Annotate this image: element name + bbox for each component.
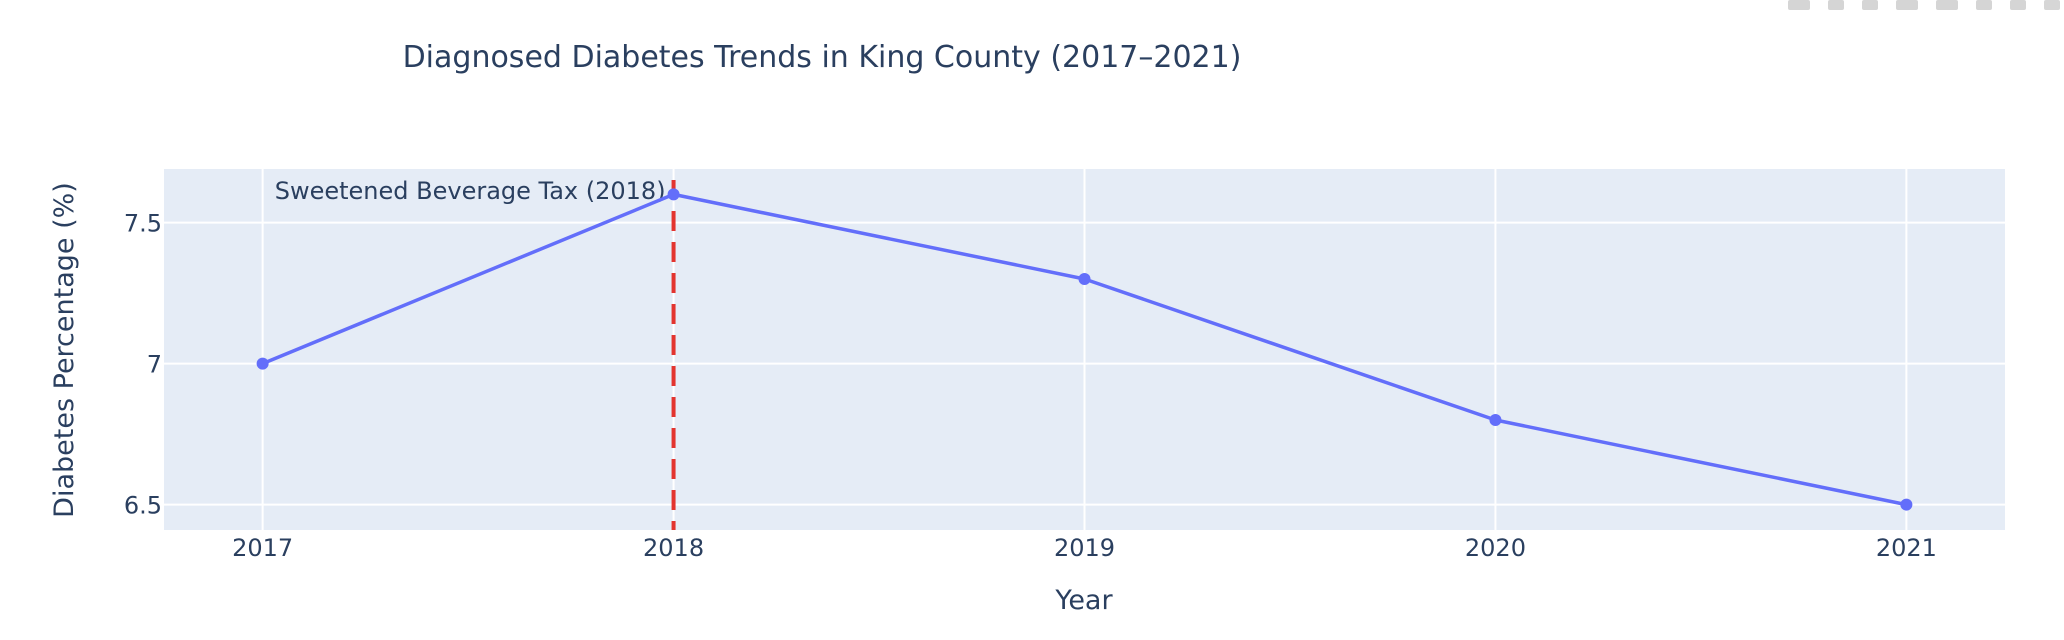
data-point	[1489, 414, 1502, 427]
x-axis-label: Year	[1054, 585, 1113, 616]
gridlines	[164, 169, 2005, 530]
chart-modebar	[1788, 0, 2060, 14]
axis-ticks: 2017 2018 2019 2020 2021 6.5 7 7.5	[124, 210, 1937, 562]
y-tick-label: 7	[147, 351, 162, 379]
data-point	[1078, 272, 1091, 285]
autoscale-icon[interactable]	[2044, 0, 2060, 10]
lasso-icon[interactable]	[1936, 0, 1958, 10]
x-tick-label: 2017	[232, 534, 293, 562]
pan-icon[interactable]	[1862, 0, 1878, 10]
series-layer	[256, 188, 1913, 511]
data-point	[667, 188, 680, 201]
x-tick-label: 2018	[643, 534, 704, 562]
x-tick-label: 2020	[1465, 534, 1526, 562]
y-tick-label: 7.5	[124, 210, 162, 238]
chart-title: Diagnosed Diabetes Trends in King County…	[403, 40, 1242, 75]
zoom-icon[interactable]	[1828, 0, 1844, 10]
x-tick-label: 2019	[1054, 534, 1115, 562]
data-point	[256, 357, 269, 370]
x-tick-label: 2021	[1876, 534, 1937, 562]
camera-icon[interactable]	[1788, 0, 1810, 10]
annotation-label: Sweetened Beverage Tax (2018)	[275, 177, 666, 205]
box-select-icon[interactable]	[1896, 0, 1918, 10]
data-point	[1900, 498, 1913, 511]
zoom-in-icon[interactable]	[1976, 0, 1992, 10]
annotation-layer: Sweetened Beverage Tax (2018)	[275, 177, 676, 530]
zoom-out-icon[interactable]	[2010, 0, 2026, 10]
y-tick-label: 6.5	[124, 492, 162, 520]
y-axis-label: Diabetes Percentage (%)	[49, 182, 80, 518]
